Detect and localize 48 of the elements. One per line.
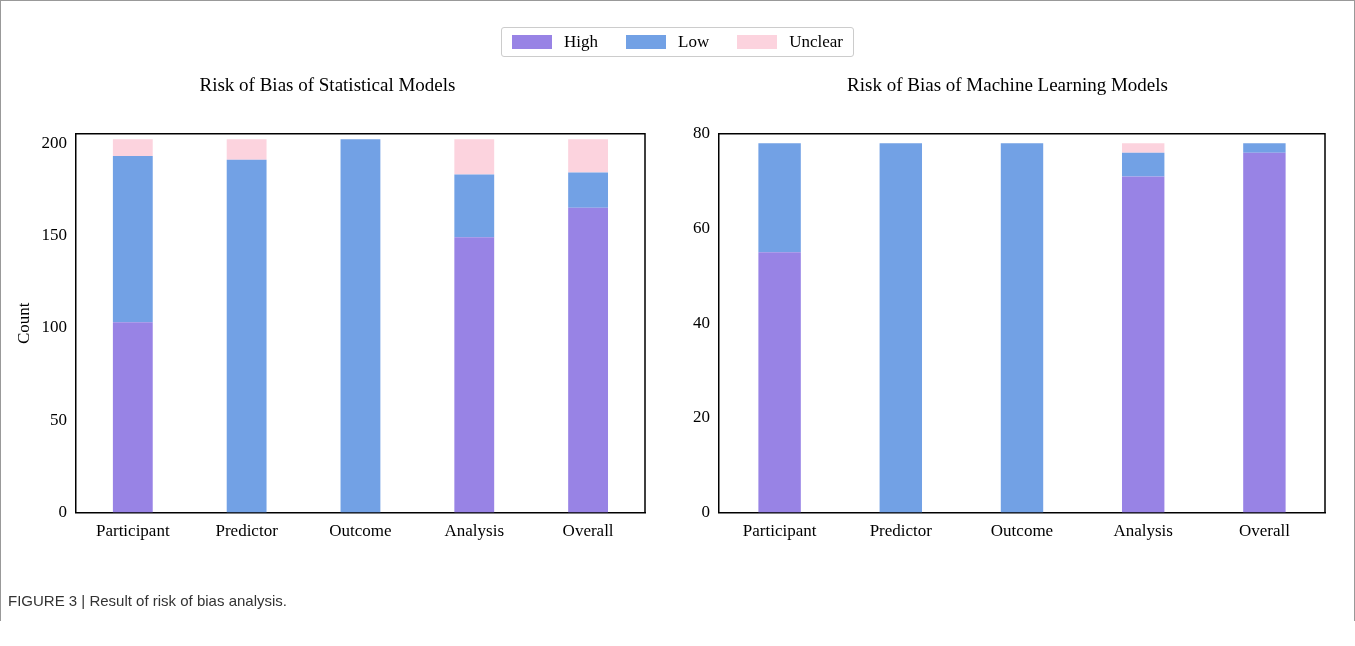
legend-label: Unclear: [789, 32, 843, 52]
x-tick-label: Overall: [562, 521, 614, 541]
bar: [454, 139, 495, 175]
y-tick-label: 80: [693, 123, 710, 143]
x-tick-label: Predictor: [869, 521, 933, 541]
bar: [1243, 143, 1286, 153]
y-tick-label: 60: [693, 217, 710, 237]
y-tick-label: 0: [701, 502, 710, 522]
y-tick-label: 100: [41, 317, 67, 337]
bar: [112, 155, 153, 323]
bar: [879, 143, 923, 513]
bar: [112, 139, 153, 156]
x-tick-label: Participant: [95, 521, 170, 541]
bar: [1121, 152, 1165, 177]
bar: [568, 139, 609, 173]
x-tick-label: Outcome: [990, 521, 1054, 541]
bar: [340, 139, 381, 513]
bar: [454, 237, 495, 513]
bar: [1121, 176, 1165, 513]
bar: [226, 159, 267, 513]
bar: [112, 322, 153, 513]
chart-title: Risk of Bias of Machine Learning Models: [847, 74, 1168, 96]
x-tick-label: Analysis: [444, 521, 505, 541]
legend-label: Low: [678, 32, 710, 52]
x-tick-label: Overall: [1238, 521, 1291, 541]
x-tick-label: Participant: [742, 521, 817, 541]
x-tick-label: Outcome: [329, 521, 392, 541]
bar: [758, 143, 801, 253]
y-tick-label: 0: [58, 502, 67, 522]
y-axis-title: Count: [13, 302, 33, 344]
y-tick-label: 150: [41, 224, 67, 244]
y-tick-label: 200: [41, 132, 67, 152]
bar: [226, 139, 267, 160]
bar: [1121, 143, 1165, 153]
x-tick-label: Analysis: [1113, 521, 1173, 541]
y-tick-label: 50: [49, 409, 67, 429]
bar: [1000, 143, 1044, 513]
chart-title: Risk of Bias of Statistical Models: [199, 74, 456, 96]
y-tick-label: 40: [693, 312, 710, 332]
bar: [454, 174, 495, 238]
bar: [568, 207, 609, 513]
bar: [758, 252, 801, 513]
bar: [1243, 152, 1286, 513]
caption: FIGURE 3 | Result of risk of bias analysis.: [8, 592, 287, 609]
y-tick-label: 20: [693, 407, 710, 427]
legend-label: High: [564, 32, 598, 52]
x-tick-label: Predictor: [215, 521, 279, 541]
bar: [568, 172, 609, 208]
